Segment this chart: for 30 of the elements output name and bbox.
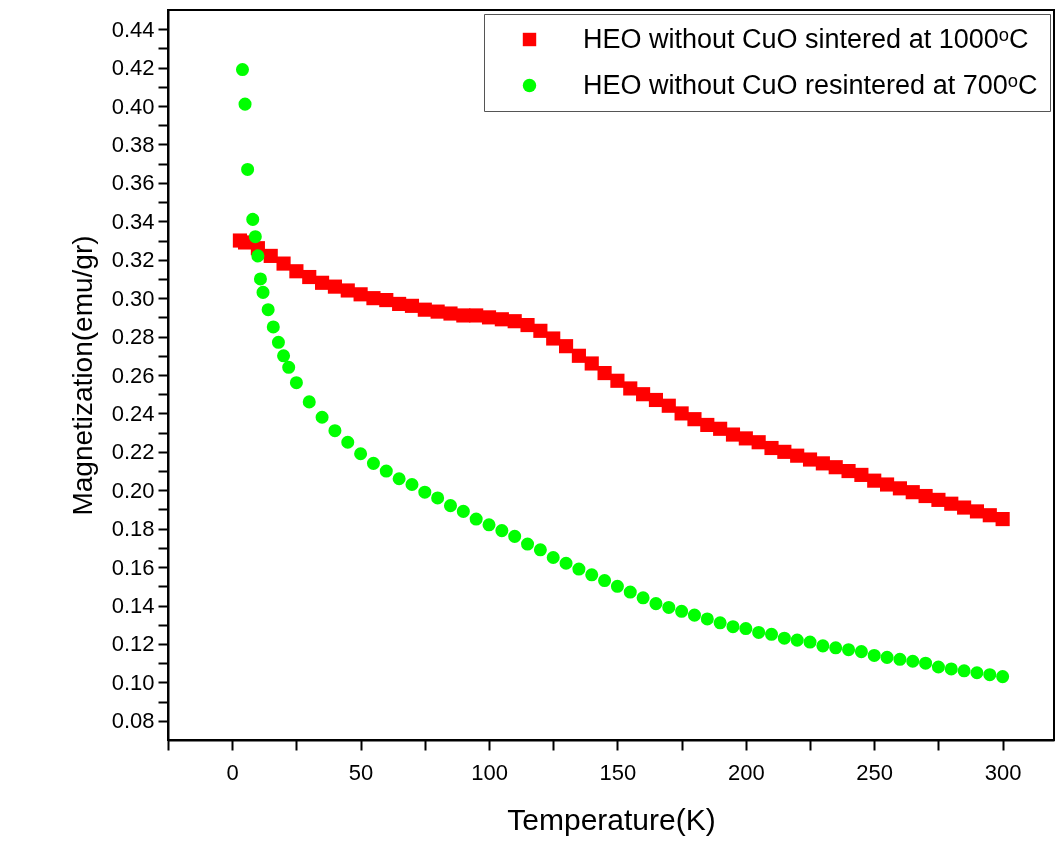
y-tick-label: 0.24 — [111, 400, 155, 426]
x-tick-label: 50 — [348, 759, 374, 785]
y-tick-label: 0.32 — [111, 247, 155, 273]
y-tick-label: 0.08 — [111, 708, 155, 734]
y-axis-title: Magnetization(emu/gr) — [66, 235, 98, 516]
y-tick-label: 0.34 — [111, 208, 155, 234]
x-tick-label: 0 — [226, 759, 239, 785]
x-tick-label: 300 — [984, 759, 1022, 785]
x-axis-title: Temperature(K) — [507, 802, 716, 836]
y-tick-label: 0.14 — [111, 593, 155, 619]
y-tick-label: 0.40 — [111, 93, 155, 119]
y-tick-label: 0.26 — [111, 362, 155, 388]
y-tick-label: 0.10 — [111, 669, 155, 695]
legend-label: HEO without CuO resintered at 700ᵒC — [583, 69, 1038, 100]
x-tick-label: 100 — [471, 759, 508, 785]
y-tick-label: 0.42 — [111, 55, 155, 81]
y-tick-label: 0.22 — [111, 439, 155, 465]
y-tick-label: 0.16 — [111, 554, 155, 580]
y-tick-label: 0.12 — [111, 631, 155, 657]
y-tick-label: 0.28 — [111, 324, 155, 350]
y-tick-label: 0.36 — [111, 170, 155, 196]
x-tick-label: 250 — [856, 759, 894, 785]
y-tick-label: 0.20 — [111, 477, 155, 503]
x-tick-label: 150 — [599, 759, 637, 785]
legend-label: HEO without CuO sintered at 1000ᵒC — [583, 23, 1029, 54]
x-tick-label: 200 — [727, 759, 765, 785]
y-tick-label: 0.38 — [111, 131, 155, 157]
y-tick-label: 0.30 — [111, 285, 155, 311]
y-tick-label: 0.18 — [111, 516, 155, 542]
y-tick-label: 0.44 — [111, 16, 155, 42]
